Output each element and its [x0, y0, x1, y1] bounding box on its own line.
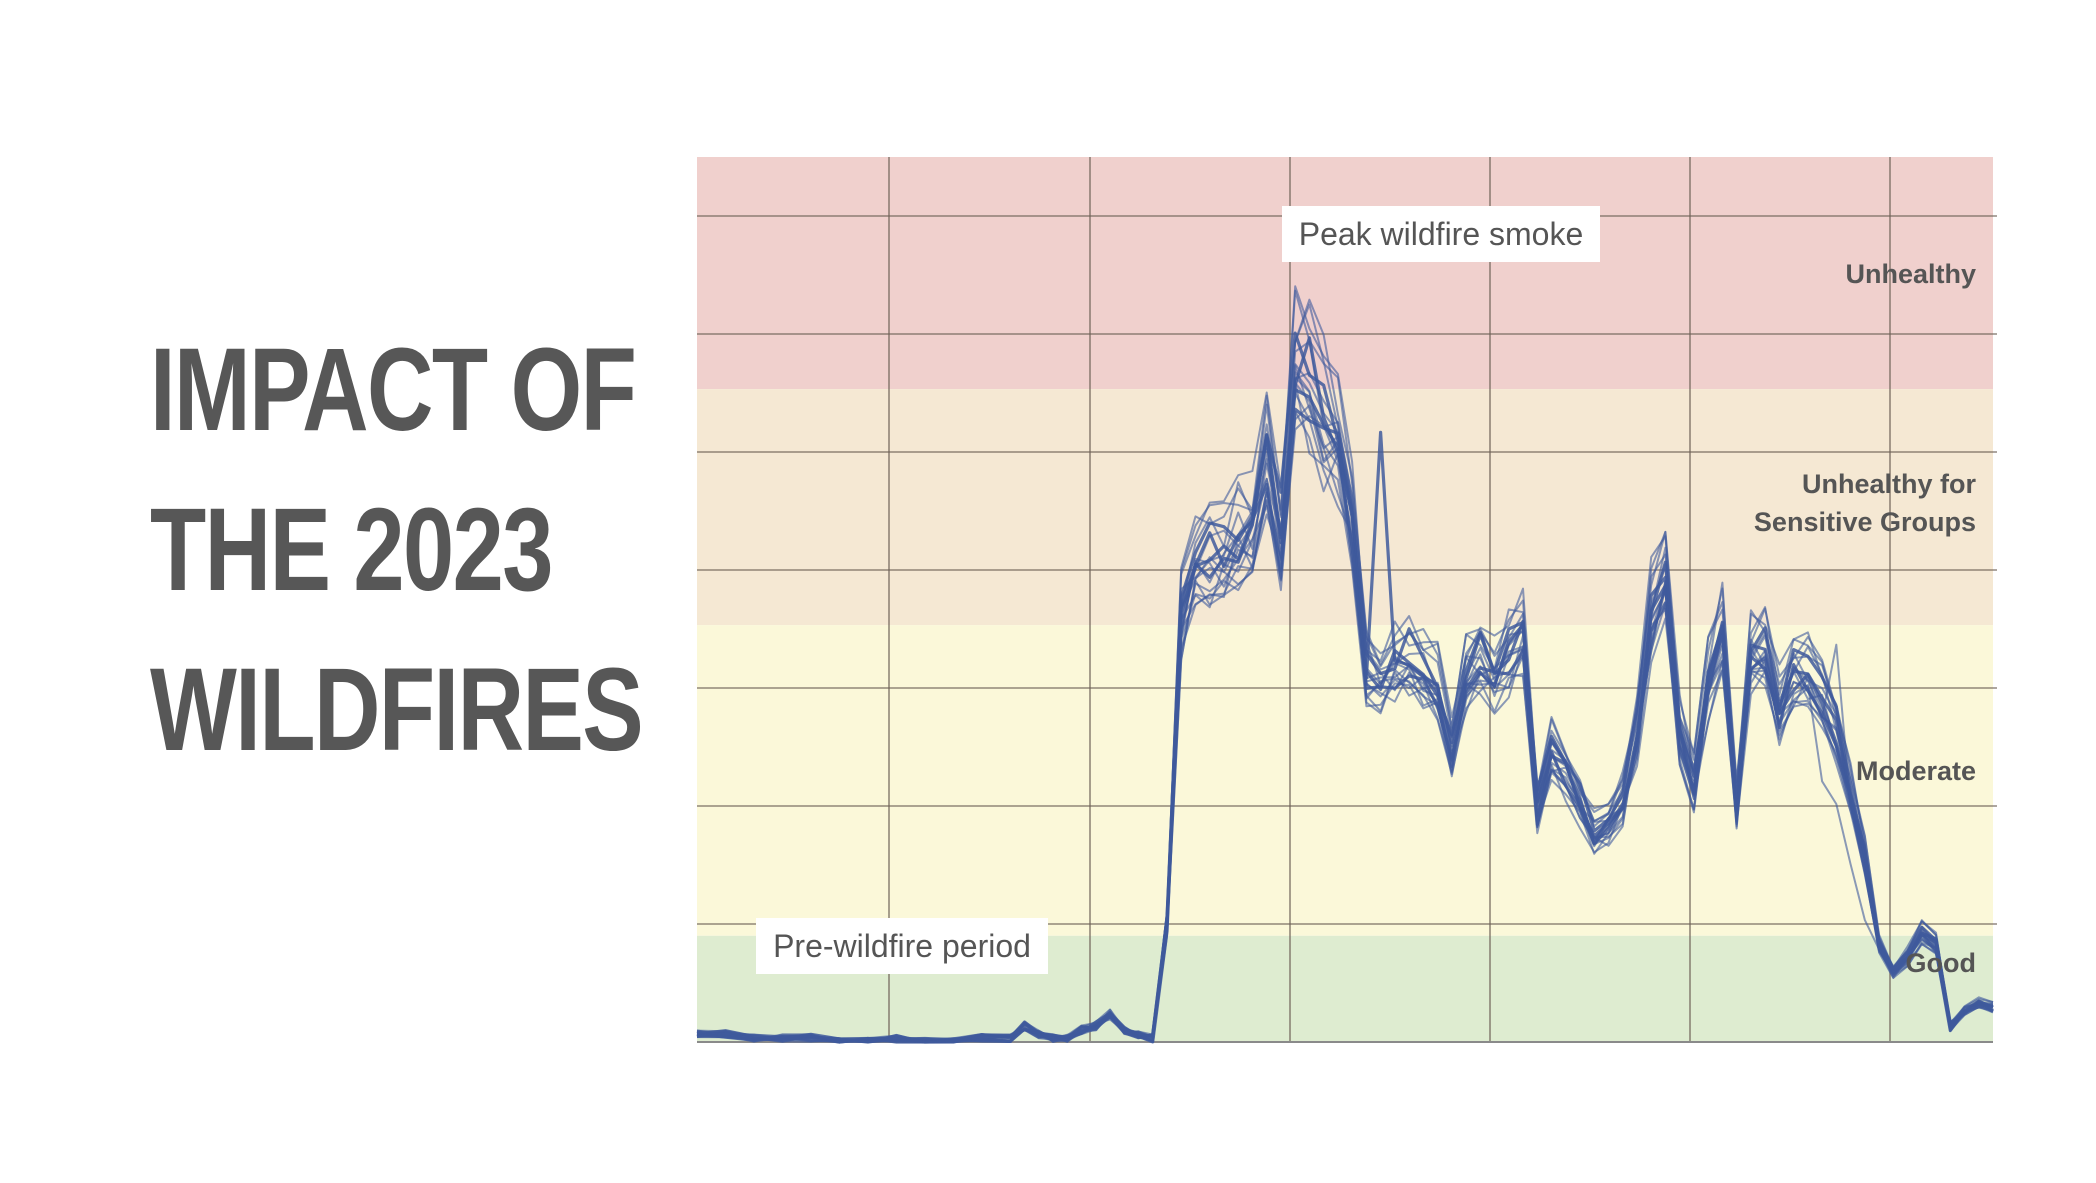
band-label-sensitive-line-2: Sensitive Groups [1754, 507, 1976, 537]
pm25-series-group [696, 285, 1994, 1044]
band-label-unhealthy: Unhealthy [1845, 259, 1976, 289]
aqi-bands [697, 157, 1993, 1042]
pm25-series-line [696, 363, 1994, 1043]
band-label-sensitive-line-1: Unhealthy for [1802, 469, 1977, 499]
annotation-peak: Peak wildfire smoke [1282, 206, 1600, 262]
band-unhealthy [697, 157, 1993, 390]
annotation-pre: Pre-wildfire period [756, 918, 1048, 974]
chart-annotations: Peak wildfire smoke Pre-wildfire period [756, 206, 1600, 974]
annotation-peak-box [1282, 206, 1600, 262]
pm25-series-line [696, 340, 1994, 1043]
annotation-pre-text: Pre-wildfire period [773, 928, 1031, 964]
band-labels: Unhealthy Unhealthy for Sensitive Groups… [1754, 259, 1977, 978]
annotation-pre-box [756, 918, 1048, 974]
pm25-series-line [696, 285, 1994, 1043]
band-label-good: Good [1906, 948, 1976, 978]
band-label-moderate: Moderate [1856, 756, 1976, 786]
annotation-peak-text: Peak wildfire smoke [1299, 216, 1584, 252]
title-line-2: THE 2023 [150, 484, 553, 616]
